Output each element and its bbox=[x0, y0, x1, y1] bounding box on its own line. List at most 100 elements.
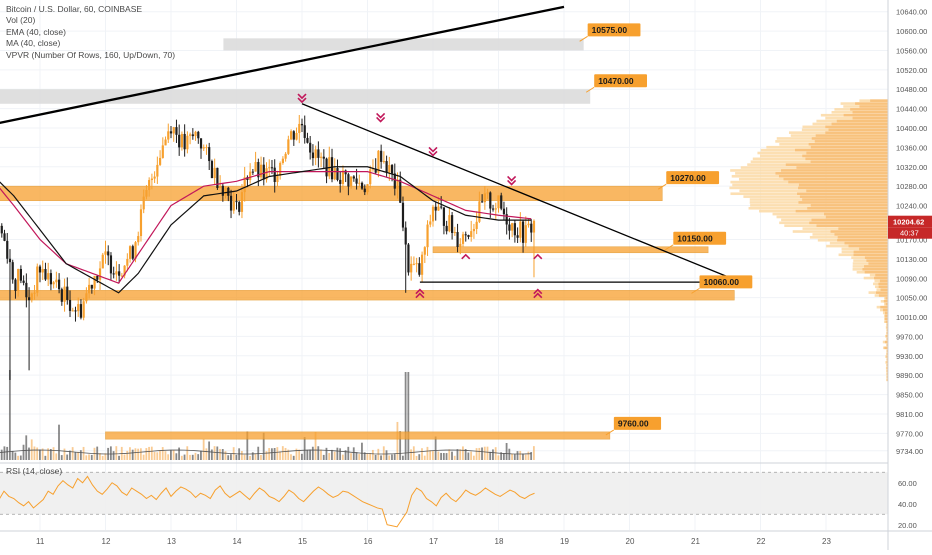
candle-body bbox=[102, 255, 104, 269]
candle-body bbox=[184, 134, 186, 149]
indicator-ma[interactable]: MA (40, close) bbox=[6, 38, 175, 49]
price-tick: 10050.00 bbox=[896, 294, 927, 303]
vpvr-row-up bbox=[862, 268, 888, 271]
volume-bar bbox=[154, 452, 156, 460]
vpvr-row-up bbox=[795, 149, 888, 152]
candle-body bbox=[503, 209, 505, 214]
candle-body bbox=[33, 293, 35, 294]
candle-body bbox=[192, 134, 194, 136]
vpvr-row-up bbox=[812, 137, 888, 140]
last-price-value: 10204.62 bbox=[893, 218, 924, 227]
candle-body bbox=[96, 276, 98, 280]
candle-body bbox=[58, 280, 60, 290]
indicator-vpvr[interactable]: VPVR (Number Of Rows, 160, Up/Down, 70) bbox=[6, 50, 175, 61]
rsi-tick: 20.00 bbox=[898, 521, 917, 530]
volume-bar bbox=[459, 449, 461, 460]
vpvr-row-up bbox=[864, 265, 888, 268]
volume-bar bbox=[175, 453, 177, 460]
indicator-volume[interactable]: Vol (20) bbox=[6, 15, 175, 26]
vpvr-row-up bbox=[805, 158, 888, 161]
candle-body bbox=[145, 190, 147, 197]
vpvr-row-up bbox=[816, 134, 888, 137]
zone-rect bbox=[106, 432, 610, 439]
candle-body bbox=[306, 138, 308, 143]
candle-body bbox=[3, 233, 5, 241]
candle-body bbox=[197, 132, 199, 138]
candle-body bbox=[263, 165, 265, 180]
candle-body bbox=[148, 180, 150, 190]
volume-bar bbox=[356, 452, 358, 460]
vpvr-row-up bbox=[815, 140, 888, 143]
candle-body bbox=[358, 183, 360, 184]
candle-body bbox=[331, 157, 333, 179]
rsi-band bbox=[0, 472, 888, 514]
volume-bar bbox=[192, 455, 194, 460]
volume-bar bbox=[236, 455, 238, 460]
volume-bar bbox=[88, 454, 90, 460]
vpvr-row-up bbox=[874, 277, 888, 280]
time-tick: 19 bbox=[560, 537, 569, 546]
zone-label: 10270.00 bbox=[670, 173, 706, 183]
candle-body bbox=[456, 232, 458, 247]
symbol-title[interactable]: Bitcoin / U.S. Dollar, 60, COINBASE bbox=[6, 4, 175, 15]
volume-bar bbox=[506, 443, 508, 460]
volume-bar bbox=[165, 451, 167, 460]
volume-bar bbox=[178, 448, 180, 460]
volume-bar bbox=[85, 455, 87, 460]
candle-body bbox=[1, 226, 3, 233]
volume-bar bbox=[470, 452, 472, 460]
vpvr-row-up bbox=[880, 280, 888, 283]
volume-bar bbox=[129, 447, 131, 460]
volume-bar bbox=[476, 448, 478, 460]
volume-bar bbox=[118, 456, 120, 460]
volume-bar bbox=[372, 450, 374, 460]
volume-bar bbox=[31, 439, 33, 460]
candle-body bbox=[394, 173, 396, 188]
volume-bar bbox=[74, 452, 76, 460]
vpvr-row-up bbox=[884, 347, 888, 350]
volume-bar bbox=[115, 446, 117, 460]
volume-bar bbox=[276, 447, 278, 460]
candle-body bbox=[216, 168, 218, 188]
vpvr-row-up bbox=[806, 190, 888, 193]
price-tick: 10240.00 bbox=[896, 202, 927, 211]
candle-body bbox=[312, 153, 314, 159]
candle-body bbox=[219, 186, 221, 188]
candle-body bbox=[36, 267, 38, 293]
candle-body bbox=[533, 221, 535, 233]
indicator-ema[interactable]: EMA (40, close) bbox=[6, 27, 175, 38]
candle-body bbox=[489, 192, 491, 208]
buy-marker bbox=[534, 255, 542, 259]
candle-body bbox=[508, 224, 510, 230]
candle-body bbox=[386, 161, 388, 172]
time-tick: 15 bbox=[298, 537, 307, 546]
price-tick: 10560.00 bbox=[896, 46, 927, 55]
candle-body bbox=[355, 178, 357, 183]
time-tick: 14 bbox=[233, 537, 242, 546]
volume-bar bbox=[467, 453, 469, 460]
volume-bar bbox=[519, 451, 521, 460]
candle-body bbox=[399, 180, 401, 203]
vpvr-row-up bbox=[884, 300, 888, 303]
volume-bar bbox=[306, 450, 308, 460]
price-tick: 10280.00 bbox=[896, 182, 927, 191]
volume-bar bbox=[135, 448, 137, 460]
candle-body bbox=[200, 138, 202, 148]
vpvr-row-up bbox=[849, 245, 888, 248]
vpvr-row-up bbox=[844, 114, 888, 117]
vpvr-row-up bbox=[832, 123, 888, 126]
candle-body bbox=[167, 131, 169, 139]
candle-body bbox=[484, 193, 486, 202]
price-axis[interactable]: 10640.0010600.0010560.0010520.0010480.00… bbox=[888, 0, 932, 550]
volume-bar bbox=[339, 448, 341, 460]
rsi-title[interactable]: RSI (14, close) bbox=[6, 466, 62, 476]
candle-body bbox=[80, 304, 82, 318]
volume-bar bbox=[432, 451, 434, 460]
vpvr-row-up bbox=[796, 166, 888, 169]
volume-bar bbox=[83, 447, 85, 460]
volume-bar bbox=[285, 448, 287, 460]
volume-bar bbox=[25, 435, 27, 460]
